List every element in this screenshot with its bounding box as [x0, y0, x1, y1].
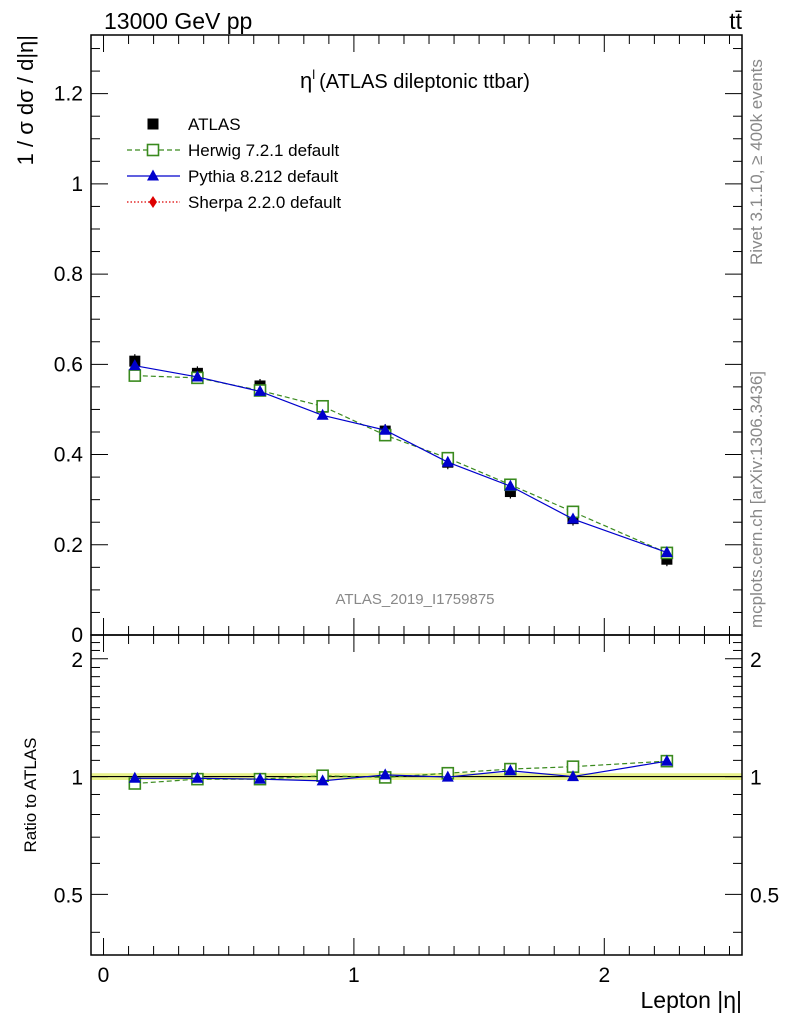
ratio-y-tick-label-right: 0.5 [750, 884, 779, 907]
main-panel: 0 0.2 0.4 0.6 0.8 1 1.2 ηl (ATLAS dileptonic tt… [13, 34, 743, 647]
ratio-series-pythia [128, 754, 673, 786]
main-marks [128, 354, 674, 567]
data-point [504, 486, 516, 498]
ratio-point [316, 774, 329, 786]
ratio-y-tick-label-right: 1 [750, 767, 762, 790]
ratio-panel: 0.5 0.5 1 1 2 2 0 1 2 Ratio to ATLAS Lepton |η| [21, 634, 779, 1013]
ratio-y-tick-label: 2 [71, 649, 83, 672]
main-title-symbol: η [300, 68, 312, 93]
x-axis-label: Lepton |η| [641, 987, 742, 1013]
series-line [134, 375, 668, 554]
legend: ATLAS Herwig 7.2.1 default Pythia 8.212 de… [127, 115, 341, 212]
series-herwig [128, 369, 674, 560]
ratio-point [566, 770, 579, 782]
ratio-reference-band [91, 773, 742, 780]
main-title: ηl (ATLAS dileptonic ttbar) [300, 67, 530, 93]
ratio-point [191, 771, 204, 783]
data-point [661, 553, 673, 565]
rivet-label: Rivet 3.1.10, ≥ 400k events [747, 59, 766, 265]
ratio-frame [90, 634, 743, 956]
legend-label: ATLAS [188, 115, 241, 134]
main-y-tick-label: 1 [71, 173, 83, 196]
legend-label: Sherpa 2.2.0 default [188, 193, 341, 212]
data-point [566, 512, 579, 524]
watermark: ATLAS_2019_I1759875 [335, 591, 494, 608]
ratio-point [441, 770, 454, 782]
data-point [191, 370, 204, 382]
data-point [128, 369, 142, 382]
x-tick-label: 0 [98, 964, 110, 987]
ratio-marks [128, 754, 674, 790]
data-point [254, 384, 267, 396]
series-atlas [129, 354, 673, 567]
main-title-text: (ATLAS dileptonic ttbar) [319, 71, 530, 93]
ratio-y-tick-label: 0.5 [54, 884, 83, 907]
main-axis-ticks: 0 0.2 0.4 0.6 0.8 1 1.2 [54, 35, 742, 647]
legend-marker [147, 169, 159, 181]
main-y-tick-label: 0.6 [54, 353, 83, 376]
ratio-axis-ticks: 0.5 0.5 1 1 2 2 0 1 2 [54, 635, 779, 987]
data-point [379, 423, 392, 435]
legend-marker [149, 196, 157, 208]
main-y-tick-label: 0.4 [54, 444, 84, 467]
main-y-tick-label: 0.2 [54, 534, 83, 557]
header-energy-label: 13000 GeV pp [104, 8, 252, 34]
main-y-tick-label: 1.2 [54, 83, 83, 106]
ratio-series-line [134, 760, 667, 785]
data-point [441, 455, 454, 467]
main-y-axis-label: 1 / σ dσ / d|η| [13, 35, 38, 165]
main-y-tick-label: 0 [71, 624, 83, 647]
legend-label: Herwig 7.2.1 default [188, 141, 339, 160]
legend-marker [146, 143, 160, 157]
legend-label: Pythia 8.212 default [188, 167, 339, 186]
ratio-point [504, 764, 517, 776]
header-process-label: tt̄ [729, 8, 742, 34]
data-point [316, 408, 329, 420]
ratio-y-tick-label: 1 [71, 767, 83, 790]
series-line [134, 365, 668, 554]
x-tick-label: 2 [598, 964, 610, 987]
main-y-tick-label: 0.8 [54, 263, 83, 286]
data-point [660, 545, 673, 557]
x-tick-label: 1 [348, 964, 360, 987]
data-point [128, 359, 141, 371]
ratio-point [660, 754, 673, 766]
ratio-y-tick-label-right: 2 [750, 649, 762, 672]
main-title-superscript: l [312, 67, 315, 82]
ratio-series-herwig [128, 754, 674, 790]
ratio-point [379, 768, 392, 780]
ratio-y-axis-label: Ratio to ATLAS [21, 738, 40, 853]
ratio-point [128, 771, 141, 783]
legend-marker [147, 118, 159, 130]
data-point [504, 479, 517, 491]
mcplots-label: mcplots.cern.ch [arXiv:1306.3436] [747, 371, 766, 628]
series-pythia [128, 359, 673, 557]
ratio-point [254, 772, 267, 784]
